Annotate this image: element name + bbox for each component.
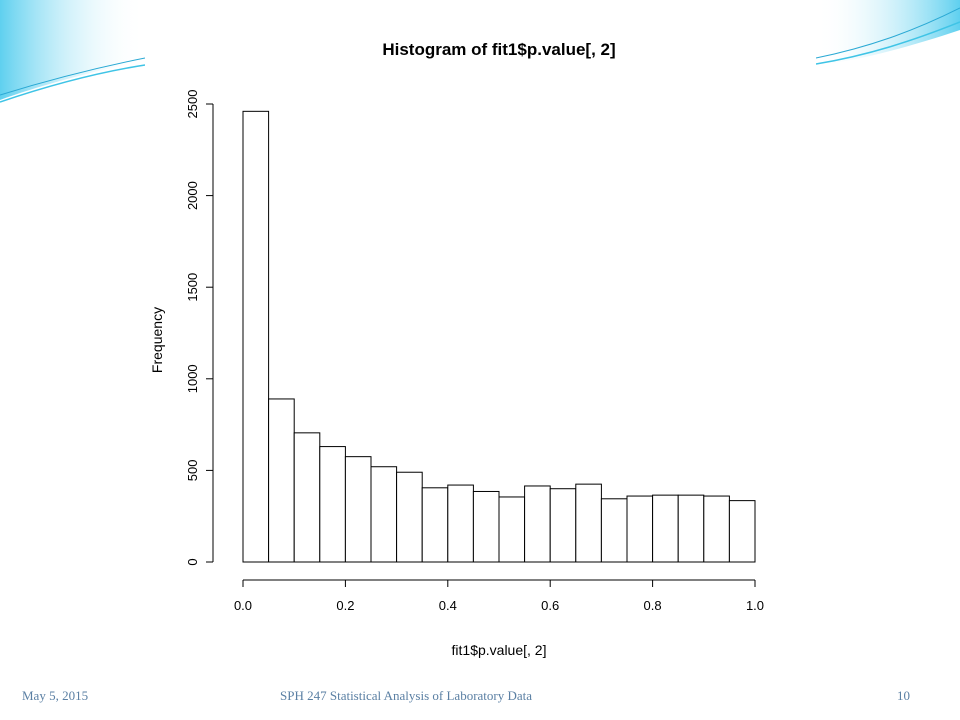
- y-axis: 0 500 1000 1500 2000 2500: [185, 90, 214, 566]
- x-axis: 0.0 0.2 0.4 0.6 0.8 1.0: [234, 579, 764, 613]
- x-tick-label: 0.2: [336, 598, 354, 613]
- chart-title: Histogram of fit1$p.value[, 2]: [382, 40, 615, 59]
- left-swoosh-line-2: [0, 57, 146, 96]
- y-axis-label: Frequency: [149, 307, 165, 373]
- histogram-bar: [524, 485, 551, 563]
- histogram-bar: [575, 483, 602, 563]
- y-tick-label: 1500: [185, 273, 200, 302]
- y-tick-label: 0: [185, 558, 200, 565]
- right-swoosh: [816, 0, 960, 66]
- histogram-bar: [293, 432, 321, 563]
- histogram-bar: [652, 494, 679, 563]
- right-swoosh-line: [815, 21, 960, 65]
- histogram-bar: [703, 495, 730, 563]
- histogram-bar: [344, 456, 372, 563]
- x-tick-label: 0.4: [439, 598, 457, 613]
- footer-title: SPH 247 Statistical Analysis of Laborato…: [280, 688, 533, 703]
- y-tick-label: 500: [185, 460, 200, 482]
- plot-frame: Histogram of fit1$p.value[, 2] Frequency…: [145, 8, 816, 676]
- histogram-bar: [472, 490, 500, 563]
- histogram-bar: [319, 446, 346, 563]
- x-tick-label: 1.0: [746, 598, 764, 613]
- histogram-bar: [677, 494, 705, 563]
- histogram-bar: [396, 471, 423, 563]
- histogram-bar: [600, 498, 628, 563]
- x-tick-label: 0.0: [234, 598, 252, 613]
- page-number: 10: [897, 688, 910, 703]
- histogram-bar: [728, 500, 756, 563]
- histogram-chart: Histogram of fit1$p.value[, 2] Frequency…: [149, 40, 764, 658]
- x-tick-label: 0.6: [541, 598, 559, 613]
- y-tick-label: 2000: [185, 181, 200, 210]
- x-tick-label: 0.8: [644, 598, 662, 613]
- y-tick-label: 2500: [185, 90, 200, 119]
- histogram-bar: [421, 487, 449, 563]
- left-swoosh-line: [0, 64, 146, 103]
- histogram-bar: [626, 495, 654, 563]
- histogram-bar: [268, 398, 295, 563]
- histogram-bar: [242, 110, 270, 563]
- histogram-bar: [549, 488, 577, 563]
- histogram-bar: [447, 484, 474, 563]
- histogram-bar: [498, 496, 526, 563]
- histogram-bars: [242, 110, 756, 563]
- left-swoosh: [0, 0, 145, 100]
- right-swoosh-line-2: [815, 7, 960, 59]
- footer-date: May 5, 2015: [22, 688, 89, 703]
- x-axis-label: fit1$p.value[, 2]: [452, 642, 547, 658]
- histogram-bar: [370, 466, 398, 563]
- y-tick-label: 1000: [185, 364, 200, 393]
